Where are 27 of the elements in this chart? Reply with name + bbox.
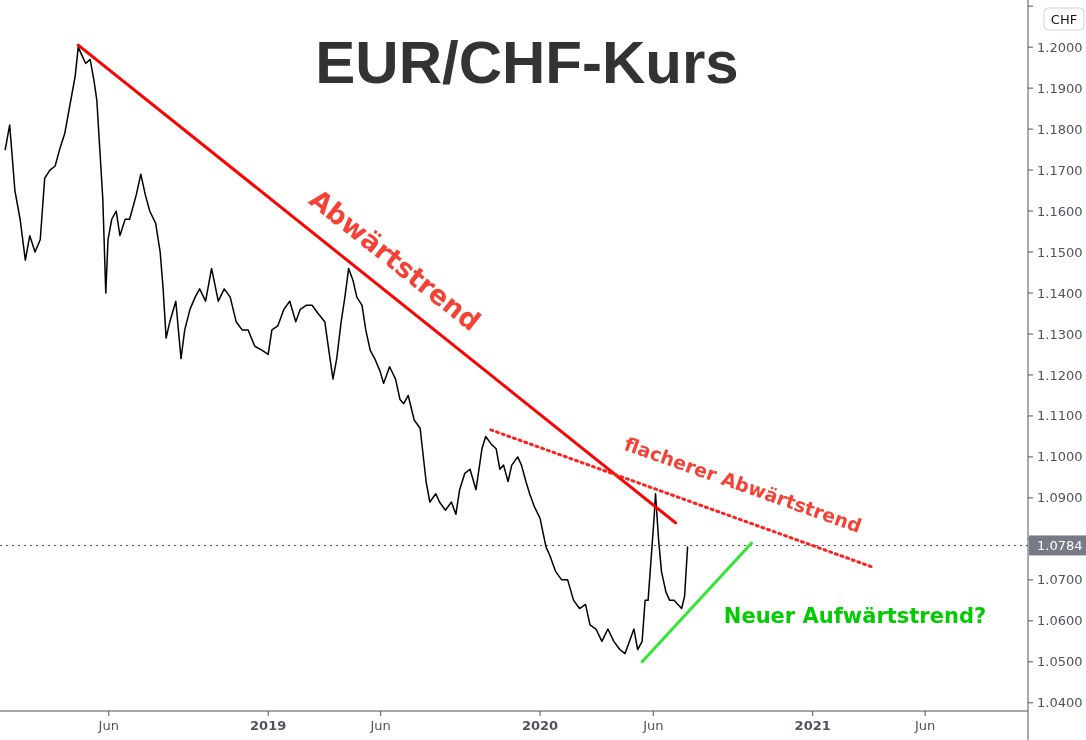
y-axis-title: CHF xyxy=(1050,11,1078,27)
y-tick-label: 1.1900 xyxy=(1037,80,1083,96)
y-tick-label: 1.1700 xyxy=(1037,162,1083,178)
x-tick-label: Jun xyxy=(642,718,664,733)
y-tick-label: 1.0700 xyxy=(1037,572,1083,588)
x-tick-label: Jun xyxy=(97,718,119,733)
y-tick-label: 1.0400 xyxy=(1037,695,1083,711)
x-tick-label: Jun xyxy=(914,718,936,733)
y-tick-label: 1.0500 xyxy=(1037,654,1083,670)
x-tick-label: Jun xyxy=(369,718,391,733)
annotation: Neuer Aufwärtstrend? xyxy=(723,604,987,629)
ref-line-label: 1.0784 xyxy=(1037,537,1083,553)
y-tick-label: 1.0600 xyxy=(1037,613,1083,629)
y-tick-label: 1.1100 xyxy=(1037,408,1083,424)
y-tick-label: 1.1400 xyxy=(1037,285,1083,301)
text: EUR/CHF-Kurs xyxy=(315,29,739,96)
x-tick-label: 2020 xyxy=(521,718,559,733)
y-tick-label: 1.1300 xyxy=(1037,326,1083,342)
y-tick-label: 1.1500 xyxy=(1037,244,1083,260)
y-tick-label: 1.1800 xyxy=(1037,121,1083,137)
y-tick-label: 1.2000 xyxy=(1037,39,1083,55)
y-tick-label: 1.0900 xyxy=(1037,490,1083,506)
y-tick-label: 1.1600 xyxy=(1037,203,1083,219)
y-tick-label: 1.1000 xyxy=(1037,449,1083,465)
y-tick-label: 1.1200 xyxy=(1037,367,1083,383)
x-tick-label: 2019 xyxy=(250,718,287,733)
x-tick-label: 2021 xyxy=(794,718,831,733)
